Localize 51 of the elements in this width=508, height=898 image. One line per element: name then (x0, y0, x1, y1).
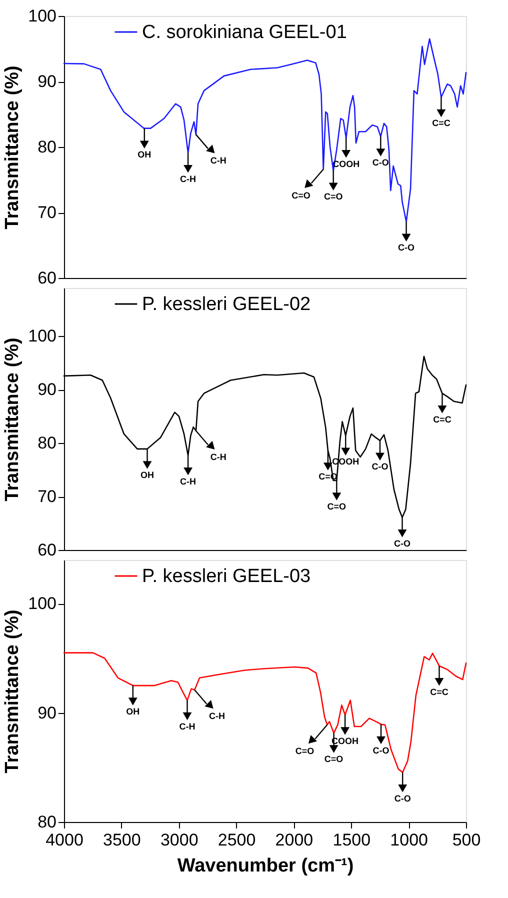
y-tick-label: 100 (28, 594, 56, 614)
annotation: OH (140, 470, 154, 480)
y-tick-label: 60 (38, 268, 56, 288)
y-tick-label: 90 (38, 72, 56, 91)
y-axis-title: Transmittance (%) (2, 66, 24, 230)
y-tick-label: 90 (38, 380, 56, 400)
x-tick-label: 2000 (275, 830, 314, 850)
annotation: C-O (372, 745, 390, 756)
x-axis-title: Wavenumber (cm⁻¹) (177, 856, 354, 876)
annotation: C-O (372, 158, 389, 168)
y-axis-title: Transmittance (%) (2, 610, 24, 774)
annotation: OH (138, 150, 152, 160)
y-tick-label: 90 (38, 703, 56, 722)
legend-label: P. kessleri GEEL-02 (142, 294, 311, 315)
y-tick-label: 70 (38, 203, 56, 222)
annotation: C=C (430, 686, 449, 697)
annotation: C=O (327, 501, 346, 512)
legend-label: P. kessleri GEEL-03 (142, 566, 311, 587)
annotation: C-O (398, 242, 415, 253)
annotation: C-H (179, 721, 196, 732)
annotation: C-H (210, 452, 226, 462)
y-axis-title: Transmittance (%) (2, 338, 24, 502)
annotation: C=C (433, 414, 452, 424)
annotation: C-H (180, 174, 196, 184)
x-tick-label: 1500 (332, 830, 371, 850)
legend-label: C. sorokiniana GEEL-01 (142, 22, 347, 43)
x-tick-label: 3000 (160, 830, 198, 850)
x-tick-label: 500 (452, 830, 481, 850)
annotation: C=O (324, 754, 344, 764)
x-tick-label: 4000 (46, 830, 84, 850)
annotation: C=O (324, 192, 343, 202)
annotation: C-O (394, 793, 411, 804)
annotation: C-O (372, 462, 388, 472)
y-tick-label: 80 (38, 434, 56, 453)
y-tick-label: 100 (28, 6, 56, 26)
annotation: C-O (394, 538, 411, 548)
annotation: C-H (208, 710, 225, 721)
y-tick-label: 80 (38, 812, 56, 832)
annotation: C=O (295, 746, 314, 756)
x-tick-label: 2500 (218, 830, 256, 850)
x-tick-label: 3500 (103, 830, 141, 850)
annotation: C=O (292, 190, 310, 200)
x-tick-label: 1000 (390, 830, 428, 850)
annotation: C=C (432, 118, 451, 128)
y-tick-label: 60 (38, 540, 56, 560)
y-tick-label: 70 (38, 487, 56, 506)
annotation: C-H (180, 476, 196, 486)
annotation: OH (126, 706, 140, 717)
y-tick-label: 80 (38, 138, 56, 156)
annotation: C-H (210, 156, 226, 166)
y-tick-label: 100 (28, 326, 56, 346)
